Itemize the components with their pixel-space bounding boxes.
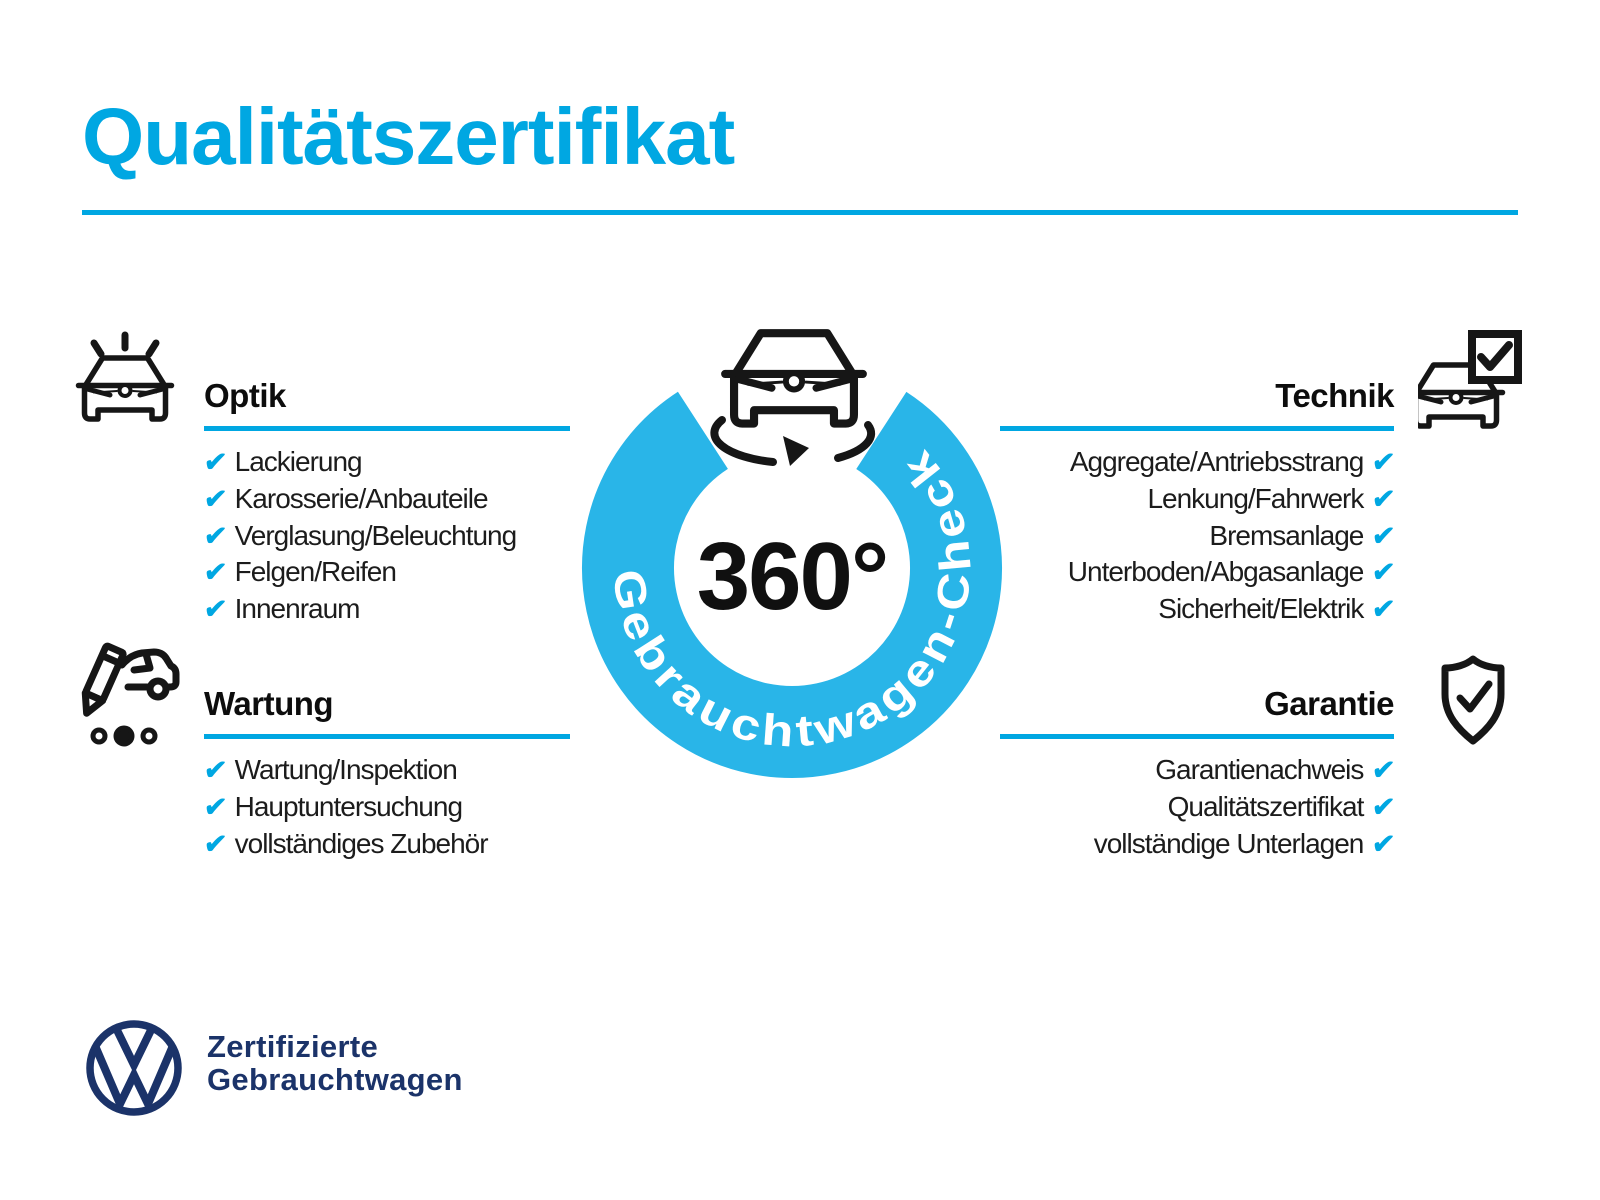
ring-360 (582, 358, 1002, 778)
checklist-item: ✔ Wartung/Inspektion (202, 752, 570, 789)
title-divider (82, 210, 1518, 215)
car-rotate-360-icon (710, 333, 876, 466)
check-icon: ✔ (1370, 447, 1396, 477)
checklist-item: vollständige Unterlagen ✔ (1000, 826, 1396, 863)
garantie-checklist: Garantienachweis ✔ Qualitätszertifikat ✔ vol… (1000, 752, 1396, 863)
checklist-item-label: Aggregate/Antriebsstrang (1069, 446, 1365, 477)
section-optik: Optik ✔ Lackierung ✔ Karosserie/Anbauteile ✔… (202, 376, 570, 628)
check-icon: ✔ (1370, 791, 1396, 822)
checklist-item-label: Lackierung (234, 446, 363, 477)
checklist-item-label: Felgen/Reifen (234, 556, 397, 588)
checklist-item-label: Hauptuntersuchung (234, 790, 463, 822)
check-icon: ✔ (1370, 520, 1396, 551)
check-icon: ✔ (1370, 557, 1396, 588)
checklist-item-label: Garantienachweis (1155, 754, 1364, 785)
check-icon: ✔ (202, 520, 228, 551)
section-wartung: Wartung ✔ Wartung/Inspektion ✔ Hauptuntersu… (202, 684, 570, 863)
check-icon: ✔ (202, 828, 228, 859)
checklist-item: ✔ Felgen/Reifen (202, 554, 570, 591)
checklist-item: ✔ Lackierung (202, 444, 570, 481)
brand-claim-line1: Zertifizierte (207, 1029, 378, 1064)
section-underline (1000, 734, 1394, 739)
check-icon: ✔ (202, 557, 228, 588)
checklist-item-label: Unterboden/Abgasanlage (1067, 556, 1365, 588)
brand-claim: Zertifizierte Gebrauchtwagen (207, 1030, 463, 1096)
checklist-item-label: Wartung/Inspektion (234, 754, 458, 785)
check-icon: ✔ (1370, 828, 1396, 859)
page-title: Qualitätszertifikat (82, 92, 735, 181)
car-shine-icon (72, 331, 178, 432)
checklist-item-label: vollständige Unterlagen (1093, 827, 1365, 859)
vw-logo (86, 1020, 182, 1116)
checklist-item-label: vollständiges Zubehör (234, 827, 489, 859)
checklist-item: Garantienachweis ✔ (1000, 752, 1396, 789)
checklist-item: Unterboden/Abgasanlage ✔ (1000, 554, 1396, 591)
checklist-item-label: Sicherheit/Elektrik (1158, 593, 1364, 625)
shield-check-icon (1441, 655, 1505, 745)
checklist-item: ✔ vollständiges Zubehör (202, 826, 570, 863)
check-icon: ✔ (202, 791, 228, 822)
checklist-item-label: Karosserie/Anbauteile (234, 482, 489, 514)
checklist-item: Qualitätszertifikat ✔ (1000, 789, 1396, 826)
check-icon: ✔ (202, 447, 228, 477)
checklist-item-label: Lenkung/Fahrwerk (1147, 482, 1364, 514)
pencil-car-service-icon (81, 642, 180, 747)
checklist-item: Lenkung/Fahrwerk ✔ (1000, 481, 1396, 518)
section-underline (204, 734, 570, 739)
check-icon: ✔ (202, 483, 228, 514)
checklist-item: ✔ Karosserie/Anbauteile (202, 481, 570, 518)
360-check-badge: Gebrauchtwagen-Check 360° (562, 278, 1022, 798)
check-icon: ✔ (1370, 483, 1396, 514)
check-icon: ✔ (1370, 755, 1396, 785)
section-garantie: Garantie Garantienachweis ✔ Qualitätszerti… (1000, 684, 1396, 863)
checklist-item: ✔ Innenraum (202, 591, 570, 628)
checklist-item: Aggregate/Antriebsstrang ✔ (1000, 444, 1396, 481)
check-icon: ✔ (202, 755, 228, 785)
checklist-item-label: Verglasung/Beleuchtung (234, 519, 518, 551)
section-heading-wartung: Wartung (204, 685, 334, 722)
checklist-item-label: Innenraum (234, 593, 361, 625)
section-technik: Technik Aggregate/Antriebsstrang ✔ Lenkung… (1000, 376, 1396, 628)
check-icon: ✔ (202, 594, 228, 625)
technik-checklist: Aggregate/Antriebsstrang ✔ Lenkung/Fahrwer… (1000, 444, 1396, 628)
check-icon: ✔ (1370, 594, 1396, 625)
checklist-item: ✔ Verglasung/Beleuchtung (202, 518, 570, 555)
car-checkbox-icon (1418, 330, 1522, 434)
brand-claim-line2: Gebrauchtwagen (207, 1062, 463, 1097)
checklist-item-label: Qualitätszertifikat (1167, 790, 1365, 822)
section-heading-optik: Optik (204, 377, 286, 414)
checklist-item: Sicherheit/Elektrik ✔ (1000, 591, 1396, 628)
section-heading-technik: Technik (1275, 377, 1394, 414)
checklist-item: Bremsanlage ✔ (1000, 518, 1396, 555)
section-heading-garantie: Garantie (1264, 685, 1394, 722)
badge-360-label: 360° (696, 523, 890, 630)
wartung-checklist: ✔ Wartung/Inspektion ✔ Hauptuntersuchung ✔ vo… (202, 752, 570, 863)
optik-checklist: ✔ Lackierung ✔ Karosserie/Anbauteile ✔ Vergla… (202, 444, 570, 628)
checklist-item-label: Bremsanlage (1209, 519, 1364, 551)
section-underline (1000, 426, 1394, 431)
section-underline (204, 426, 570, 431)
badge-graphic: Gebrauchtwagen-Check (582, 278, 1002, 778)
checklist-item: ✔ Hauptuntersuchung (202, 789, 570, 826)
